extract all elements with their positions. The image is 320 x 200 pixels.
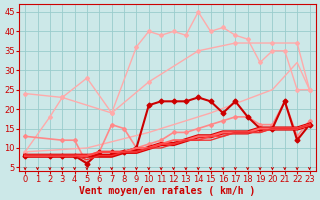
X-axis label: Vent moyen/en rafales ( km/h ): Vent moyen/en rafales ( km/h ) <box>79 186 255 196</box>
